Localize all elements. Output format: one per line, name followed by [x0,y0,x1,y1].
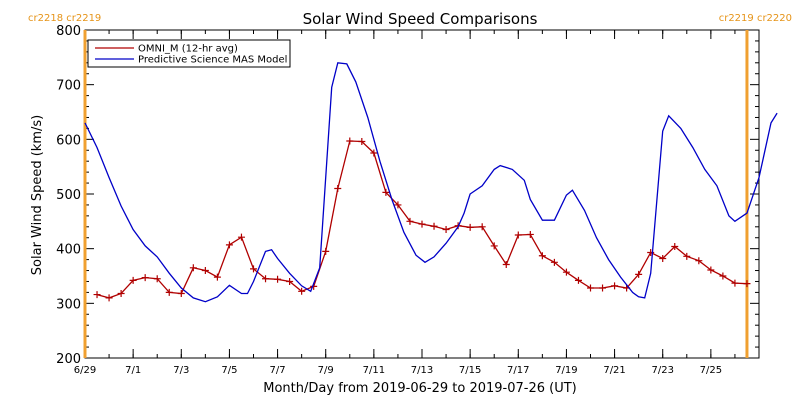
data-point [274,275,282,283]
x-tick-label: 7/3 [173,365,189,376]
data-point [93,291,101,299]
x-tick-label: 7/17 [507,365,529,376]
carrington-marker-label: cr2219 cr2220 [719,13,792,24]
y-tick-label: 400 [56,243,81,258]
x-axis-label: Month/Day from 2019-06-29 to 2019-07-26 … [263,381,576,396]
y-tick-label: 600 [56,133,81,148]
x-tick-label: 7/19 [555,365,577,376]
data-point [707,266,715,274]
data-point [129,276,137,284]
series-line-1 [96,140,748,299]
data-point [406,217,414,225]
data-point [731,279,739,287]
series-line-2 [84,62,778,303]
data-point [418,220,426,228]
chart-title: Solar Wind Speed Comparisons [303,10,538,28]
legend-label: Predictive Science MAS Model [138,55,287,66]
plot-area: 200 300 400 500 600 700 800 6/29 7/1 7/3 7/5 7/7 7/9… [28,13,792,376]
data-point [105,294,113,302]
x-tick-label: 7/7 [270,365,286,376]
legend-label: OMNI_M (12-hr avg) [138,44,238,55]
data-point [334,185,342,193]
data-point [394,201,402,209]
data-point [659,255,667,263]
data-point [719,272,727,280]
x-tick-label: 6/29 [74,365,96,376]
data-point [599,284,607,292]
data-point [346,137,354,145]
data-point [141,274,149,282]
data-point [358,138,366,146]
data-point [298,287,306,295]
data-point [382,188,390,196]
legend-box [87,39,291,68]
x-tick-label: 7/21 [603,365,625,376]
data-point [538,252,546,260]
data-point [502,261,510,269]
data-point [430,222,438,230]
y-tick-label: 300 [56,297,81,312]
data-point [695,257,703,265]
y-tick-label: 200 [56,352,81,367]
data-point [671,242,679,250]
x-tick-label: 7/5 [221,365,237,376]
data-point [743,280,751,288]
data-point [442,226,450,234]
data-point [153,275,161,283]
data-point [550,258,558,266]
data-point [514,231,522,239]
data-point [250,265,257,273]
x-tick-label: 7/11 [363,365,385,376]
x-tick-label: 7/23 [651,365,673,376]
data-point [587,284,594,292]
data-point [189,264,197,272]
y-tick-label: 700 [56,79,81,94]
data-point [165,288,173,296]
data-point [562,268,570,276]
y-tick-label: 800 [56,24,81,39]
x-tick-label: 7/25 [700,365,722,376]
y-tick-label: 500 [56,188,81,203]
data-point [225,241,233,249]
data-point [478,223,486,231]
data-point [574,276,582,284]
y-axis-label: Solar Wind Speed (km/s) [30,115,45,275]
x-tick-label: 7/9 [318,365,334,376]
data-point [201,267,209,275]
carrington-marker-label: cr2218 cr2219 [28,13,101,24]
x-tick-label: 7/13 [411,365,433,376]
data-point [466,223,474,231]
data-point [262,275,270,283]
data-point [611,282,619,290]
data-point [322,247,330,255]
data-point [526,230,534,238]
data-point [117,289,125,297]
x-tick-label: 7/15 [459,365,481,376]
x-tick-label: 7/1 [125,365,141,376]
data-point [286,277,294,285]
data-point [370,149,378,157]
data-point [683,252,691,260]
data-point [635,270,643,278]
data-point [177,289,185,297]
data-point [237,233,245,241]
data-point [490,242,498,250]
data-point [213,273,221,281]
